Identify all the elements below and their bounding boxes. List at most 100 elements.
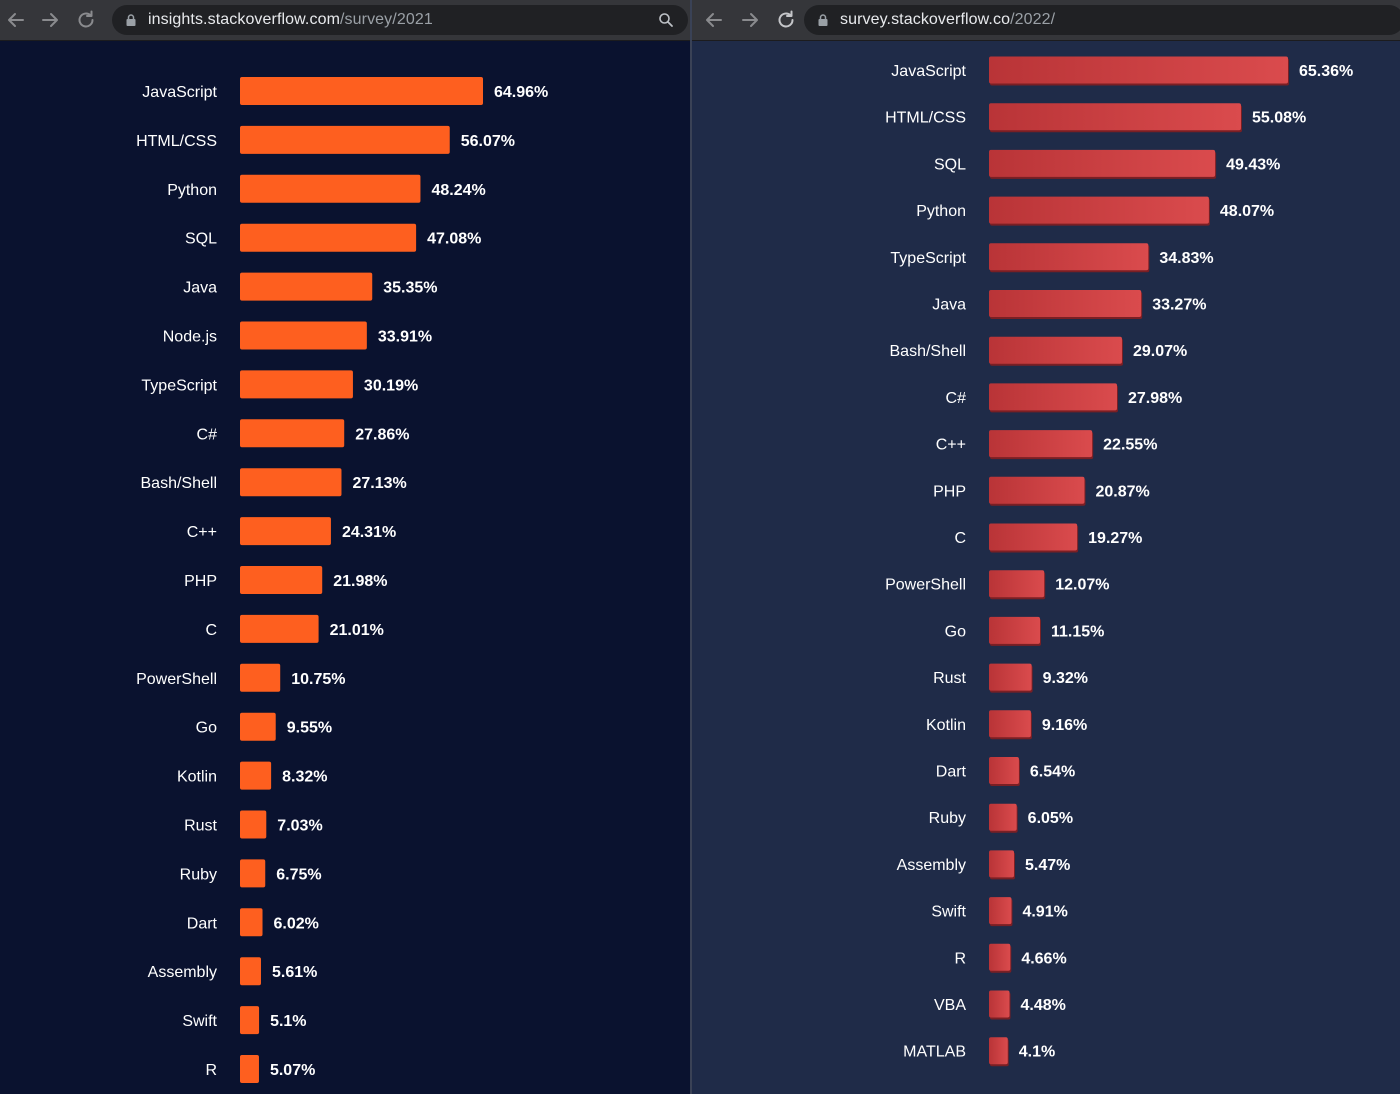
lock-icon[interactable]: [816, 13, 830, 27]
bar-php[interactable]: [240, 566, 323, 594]
address-bar[interactable]: survey.stackoverflow.co/2022/: [804, 5, 1400, 35]
value-label-ruby: 6.75%: [276, 866, 321, 883]
category-label-powershell: PowerShell: [136, 671, 217, 688]
category-label-csharp: C#: [197, 426, 218, 443]
value-label-rust: 7.03%: [277, 818, 322, 835]
category-label-assembly: Assembly: [148, 964, 217, 981]
category-label-html-css: HTML/CSS: [136, 133, 217, 150]
bar-csharp[interactable]: [989, 383, 1117, 411]
bar-rust[interactable]: [989, 663, 1032, 691]
bar-c[interactable]: [989, 523, 1078, 551]
value-label-bash-shell: 27.13%: [352, 475, 406, 492]
category-label-go: Go: [945, 623, 966, 640]
value-label-rust: 9.32%: [1043, 670, 1088, 687]
reload-icon[interactable]: [74, 8, 98, 32]
category-label-typescript: TypeScript: [890, 250, 966, 267]
bar-python[interactable]: [240, 174, 421, 203]
back-arrow-icon[interactable]: [702, 8, 726, 32]
url-host: insights.stackoverflow.com: [148, 11, 341, 28]
bar-chart-2022: JavaScript 65.36% HTML/CSS 55.08% SQL 49.43% P…: [885, 56, 1353, 1067]
value-label-php: 21.98%: [333, 573, 387, 590]
category-label-ruby: Ruby: [180, 866, 217, 883]
bar-sql[interactable]: [989, 149, 1216, 177]
bar-csharp[interactable]: [240, 419, 345, 448]
value-label-c: 21.01%: [330, 622, 384, 639]
category-label-html-css: HTML/CSS: [885, 110, 966, 127]
value-label-python: 48.24%: [431, 182, 485, 199]
category-label-javascript: JavaScript: [142, 84, 217, 101]
bar-html-css[interactable]: [240, 125, 450, 154]
category-label-kotlin: Kotlin: [926, 717, 966, 734]
bar-bash-shell[interactable]: [989, 336, 1122, 364]
bar-node-js[interactable]: [240, 321, 367, 350]
bar-powershell[interactable]: [989, 570, 1045, 598]
bar-ruby[interactable]: [240, 859, 266, 888]
value-label-typescript: 34.83%: [1159, 250, 1213, 267]
bar-typescript[interactable]: [240, 370, 353, 399]
bar-assembly[interactable]: [989, 850, 1015, 878]
bar-html-css[interactable]: [989, 103, 1241, 131]
value-label-matlab: 4.1%: [1019, 1044, 1055, 1061]
category-label-matlab: MATLAB: [903, 1044, 966, 1061]
bar-kotlin[interactable]: [989, 710, 1031, 738]
bar-rust[interactable]: [240, 810, 267, 839]
bar-bash-shell[interactable]: [240, 468, 342, 497]
category-label-ruby: Ruby: [929, 810, 966, 827]
category-label-javascript: JavaScript: [891, 63, 966, 80]
category-label-swift: Swift: [182, 1013, 217, 1030]
bar-vba[interactable]: [989, 990, 1010, 1018]
value-label-vba: 4.48%: [1020, 997, 1065, 1014]
back-arrow-icon[interactable]: [4, 8, 28, 32]
bar-chart-2021: JavaScript 64.96% HTML/CSS 56.07% Python 48.2…: [136, 77, 548, 1083]
bar-dart[interactable]: [240, 908, 263, 937]
bar-dart[interactable]: [989, 757, 1019, 784]
forward-arrow-icon[interactable]: [38, 8, 62, 32]
bar-javascript[interactable]: [989, 56, 1288, 84]
bar-assembly[interactable]: [240, 957, 261, 986]
browser-window-2021: insights.stackoverflow.com/survey/2021 J…: [0, 0, 690, 1094]
bar-cplusplus[interactable]: [989, 430, 1093, 458]
lock-icon[interactable]: [124, 13, 138, 27]
category-label-python: Python: [916, 203, 966, 220]
bar-kotlin[interactable]: [240, 761, 272, 790]
bar-typescript[interactable]: [989, 243, 1149, 271]
bar-go[interactable]: [989, 616, 1041, 644]
search-icon[interactable]: [658, 12, 674, 28]
category-label-rust: Rust: [184, 818, 217, 835]
category-label-c: C: [205, 622, 217, 639]
bar-javascript[interactable]: [240, 77, 483, 105]
bar-r[interactable]: [989, 943, 1011, 971]
forward-arrow-icon[interactable]: [738, 8, 762, 32]
bar-go[interactable]: [240, 712, 276, 741]
value-label-kotlin: 8.32%: [282, 769, 327, 786]
value-label-powershell: 10.75%: [291, 671, 345, 688]
category-label-kotlin: Kotlin: [177, 769, 217, 786]
category-label-cplusplus: C++: [187, 524, 217, 541]
reload-icon[interactable]: [774, 8, 798, 32]
browser-toolbar: insights.stackoverflow.com/survey/2021: [0, 0, 690, 41]
value-label-ruby: 6.05%: [1028, 810, 1073, 827]
bar-swift[interactable]: [240, 1006, 260, 1035]
bar-matlab[interactable]: [989, 1037, 1008, 1065]
bar-swift[interactable]: [989, 897, 1012, 925]
bar-python[interactable]: [989, 196, 1209, 224]
value-label-java: 35.35%: [383, 280, 437, 297]
bar-ruby[interactable]: [989, 803, 1017, 831]
value-label-kotlin: 9.16%: [1042, 717, 1087, 734]
bar-c[interactable]: [240, 614, 319, 643]
value-label-python: 48.07%: [1220, 203, 1274, 220]
bar-php[interactable]: [989, 476, 1085, 504]
bar-r[interactable]: [240, 1055, 259, 1083]
bar-java[interactable]: [240, 272, 373, 301]
bar-sql[interactable]: [240, 223, 417, 252]
value-label-c: 19.27%: [1088, 530, 1142, 547]
value-label-swift: 4.91%: [1022, 904, 1067, 921]
value-label-csharp: 27.98%: [1128, 390, 1182, 407]
category-label-r: R: [954, 950, 966, 967]
value-label-swift: 5.1%: [270, 1013, 306, 1030]
address-bar[interactable]: insights.stackoverflow.com/survey/2021: [112, 5, 688, 35]
bar-powershell[interactable]: [240, 663, 281, 692]
category-label-java: Java: [183, 280, 217, 297]
bar-java[interactable]: [989, 290, 1142, 317]
bar-cplusplus[interactable]: [240, 517, 331, 546]
